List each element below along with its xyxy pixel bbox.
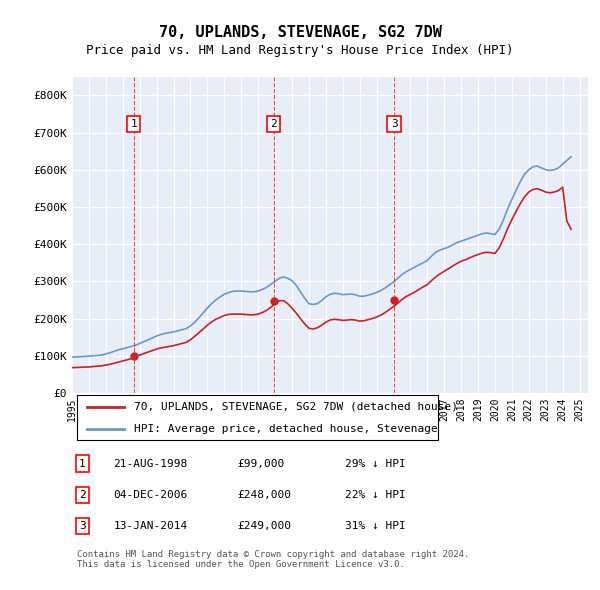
Text: 29% ↓ HPI: 29% ↓ HPI — [346, 458, 406, 468]
FancyBboxPatch shape — [77, 395, 439, 440]
Text: 22% ↓ HPI: 22% ↓ HPI — [346, 490, 406, 500]
Text: 2: 2 — [79, 490, 86, 500]
Text: 04-DEC-2006: 04-DEC-2006 — [113, 490, 188, 500]
Text: £248,000: £248,000 — [237, 490, 291, 500]
Text: 3: 3 — [391, 119, 397, 129]
Text: 70, UPLANDS, STEVENAGE, SG2 7DW (detached house): 70, UPLANDS, STEVENAGE, SG2 7DW (detache… — [134, 402, 458, 412]
Text: 1: 1 — [79, 458, 86, 468]
Text: 2: 2 — [270, 119, 277, 129]
Text: Contains HM Land Registry data © Crown copyright and database right 2024.
This d: Contains HM Land Registry data © Crown c… — [77, 550, 470, 569]
Text: 70, UPLANDS, STEVENAGE, SG2 7DW: 70, UPLANDS, STEVENAGE, SG2 7DW — [158, 25, 442, 40]
Text: Price paid vs. HM Land Registry's House Price Index (HPI): Price paid vs. HM Land Registry's House … — [86, 44, 514, 57]
Text: HPI: Average price, detached house, Stevenage: HPI: Average price, detached house, Stev… — [134, 424, 437, 434]
Text: £249,000: £249,000 — [237, 521, 291, 531]
Text: 13-JAN-2014: 13-JAN-2014 — [113, 521, 188, 531]
Text: 21-AUG-1998: 21-AUG-1998 — [113, 458, 188, 468]
Text: £99,000: £99,000 — [237, 458, 284, 468]
Text: 1: 1 — [130, 119, 137, 129]
Text: 31% ↓ HPI: 31% ↓ HPI — [346, 521, 406, 531]
Text: 3: 3 — [79, 521, 86, 531]
